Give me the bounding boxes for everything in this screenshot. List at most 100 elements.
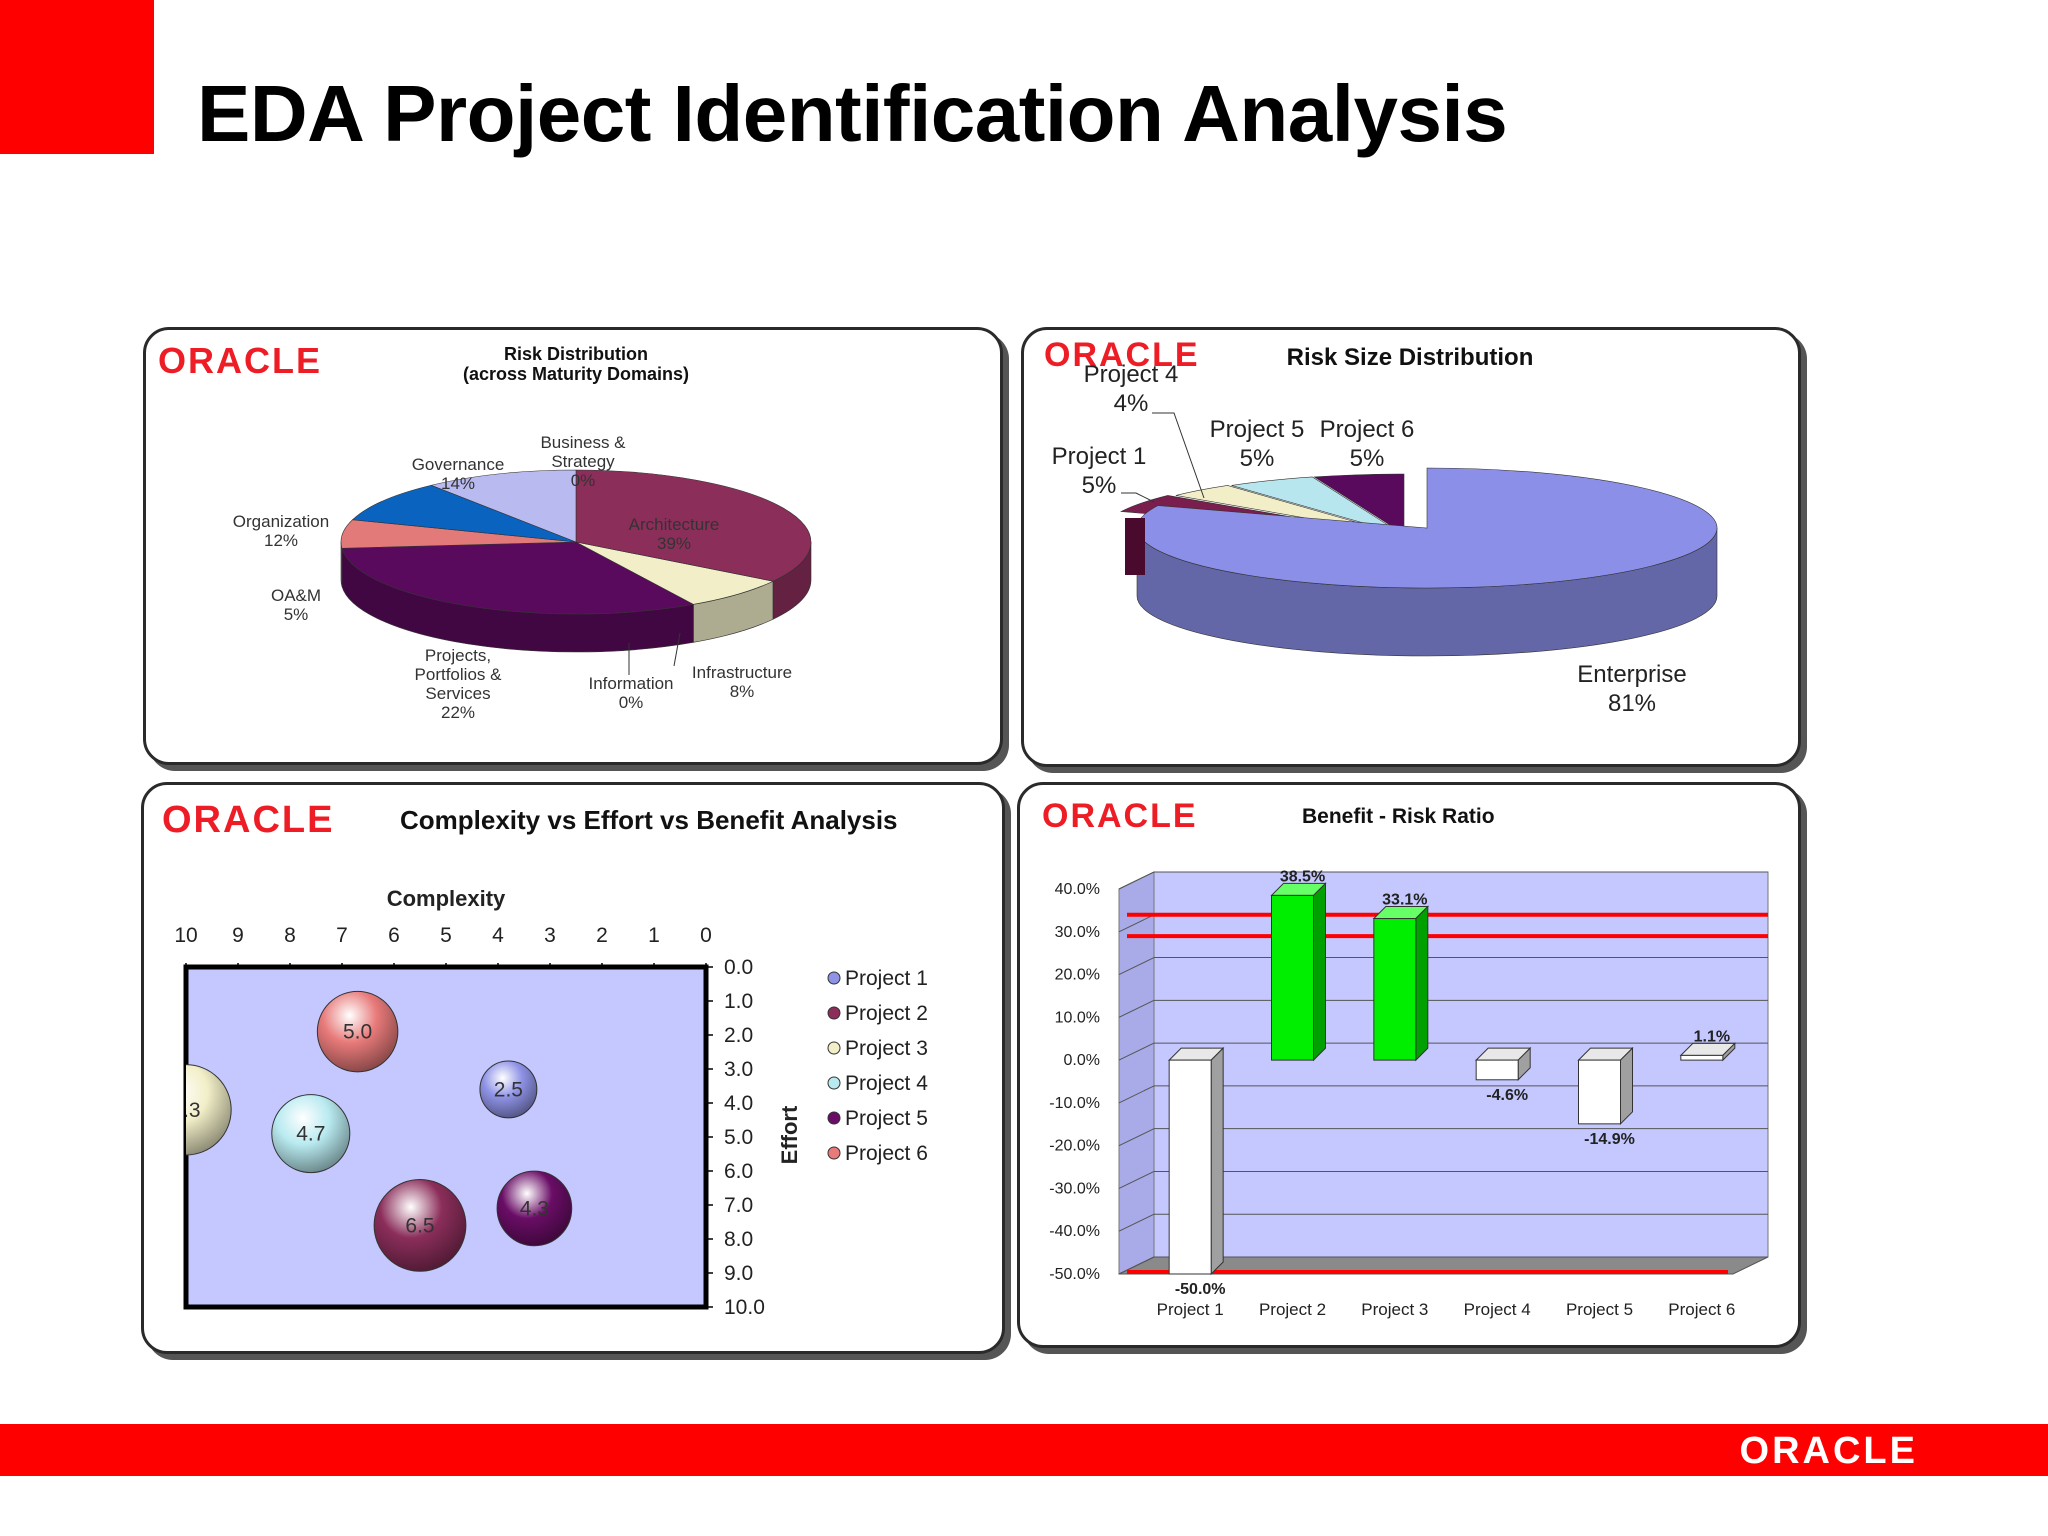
legend-label: Project 5 (845, 1107, 928, 1130)
legend-label: Project 2 (845, 1002, 928, 1025)
x-tick-label: 6 (388, 924, 400, 947)
panel-title-line2: (across Maturity Domains) (462, 364, 690, 384)
legend-marker (827, 1111, 841, 1125)
y-tick-label: 9.0 (724, 1262, 753, 1285)
chart-back-wall (1153, 871, 1769, 1258)
y-tick-label: 30.0% (1055, 924, 1100, 941)
legend-label: Project 4 (845, 1072, 928, 1095)
risk-size-pie-chart: Project 44%Project 15%Project 55%Project… (1052, 361, 1718, 717)
pie-label-governance: 14% (441, 474, 475, 493)
x-tick-label: 0 (700, 924, 712, 947)
y-tick-label: 0.0% (1064, 1052, 1100, 1069)
y-tick-label: 0.0 (724, 956, 753, 979)
gridline-side (1118, 1085, 1155, 1104)
x-tick-label: 10 (174, 924, 197, 947)
benefit-risk-bar-chart: 40.0% 30.0% 20.0% 10.0% 0.0% -10.0% -20.0% -30.… (1049, 868, 1769, 1319)
pie-slice-projects-portfolios-services (341, 541, 695, 615)
pie-label-projects-portfolios-services: 22% (441, 703, 475, 722)
pie-label-business-strategy: Business & (540, 433, 626, 452)
pie-slice-organization (351, 484, 577, 543)
pie-label-business-strategy: 0% (571, 471, 596, 490)
y-tick-label: -20.0% (1049, 1138, 1100, 1155)
bubble-project-3 (186, 1064, 232, 1156)
x-tick-label: Project 1 (1157, 1300, 1224, 1319)
gridline-side (1118, 1170, 1155, 1189)
legend-marker (827, 1076, 841, 1090)
pie-label-project-5: Project 5 (1210, 416, 1305, 443)
bar-project-2 (1271, 894, 1314, 1061)
x-tick-label: 5 (440, 924, 452, 947)
legend-marker (827, 971, 841, 985)
brand-red-square (0, 0, 154, 154)
oracle-logo: ORACLE (162, 799, 335, 841)
pie-label-information: 0% (619, 693, 644, 712)
oracle-logo: ORACLE (1042, 797, 1198, 835)
pie-label-business-strategy: Strategy (551, 452, 615, 471)
pie-slice-architecture (575, 469, 812, 582)
panel-title: Risk Size Distribution (1286, 344, 1534, 371)
bar-data-label: 38.5% (1280, 868, 1325, 885)
gridline-side (1118, 1128, 1155, 1147)
risk-distribution-panel: ORACLE Risk Distribution (across Maturit… (143, 327, 1003, 765)
y-tick-label: -10.0% (1049, 1095, 1100, 1112)
panel-title: Complexity vs Effort vs Benefit Analysis (400, 805, 898, 835)
pie-label-project-4: 4% (1114, 390, 1149, 417)
bar-side (1620, 1046, 1633, 1126)
pie-label-organization: 12% (264, 531, 298, 550)
y-tick-label: -40.0% (1049, 1223, 1100, 1240)
pie-depth-project-1 (1125, 518, 1145, 575)
bar-side (1313, 882, 1326, 1062)
bar-project-6 (1680, 1054, 1724, 1061)
y-axis-title: Effort (777, 1105, 802, 1164)
gridline-side (1118, 1042, 1155, 1061)
gridline-side (1118, 999, 1155, 1018)
y-tick-label: -50.0% (1049, 1266, 1100, 1283)
bar-side (1415, 905, 1429, 1062)
y-tick-label: 3.0 (724, 1058, 753, 1081)
pie-label-enterprise: Enterprise (1577, 661, 1686, 688)
bubble-label: 6.3 (171, 1099, 200, 1122)
pie-label-projects-portfolios-services: Services (425, 684, 490, 703)
y-tick-label: -30.0% (1049, 1180, 1100, 1197)
pie-label-project-6: 5% (1350, 445, 1385, 472)
x-tick-label: 7 (336, 924, 348, 947)
x-tick-label: 9 (232, 924, 244, 947)
legend-label: Project 6 (845, 1142, 928, 1165)
pie-slice-project-5 (1231, 476, 1403, 535)
x-tick-label: Project 2 (1259, 1300, 1326, 1319)
bar-project-4 (1475, 1059, 1519, 1081)
y-tick-label: 8.0 (724, 1228, 753, 1251)
bar-project-5 (1578, 1059, 1621, 1125)
pie-label-oam: 5% (284, 605, 309, 624)
x-tick-label: 1 (648, 924, 660, 947)
y-tick-label: 40.0% (1055, 881, 1100, 898)
y-tick-label: 1.0 (724, 990, 753, 1013)
legend-marker (827, 1006, 841, 1020)
legend-label: Project 1 (845, 967, 928, 990)
complexity-effort-benefit-panel: ORACLE Complexity vs Effort vs Benefit A… (141, 782, 1005, 1354)
gridline-side (1118, 1256, 1155, 1275)
bar-side (1210, 1046, 1224, 1276)
pie-label-governance: Governance (412, 455, 505, 474)
leader-line (1152, 412, 1205, 499)
gridline-side (1118, 1213, 1155, 1232)
chart-side-wall (1118, 871, 1155, 1275)
gridline-side (1118, 871, 1155, 890)
gridline-side (1118, 957, 1155, 976)
bar-data-label: 1.1% (1694, 1028, 1730, 1045)
pie-label-project-5: 5% (1240, 445, 1275, 472)
y-tick-label: 7.0 (724, 1194, 753, 1217)
x-tick-label: Project 6 (1668, 1300, 1735, 1319)
pie-label-projects-portfolios-services: Projects, (425, 646, 491, 665)
pie-label-architecture: 39% (657, 534, 691, 553)
pie-label-architecture: Architecture (629, 515, 720, 534)
bubble-label: 4.7 (296, 1123, 325, 1146)
footer-oracle-logo: ORACLE (1739, 1430, 1918, 1472)
bubble-label: 6.5 (405, 1214, 434, 1237)
y-tick-label: 5.0 (724, 1126, 753, 1149)
x-tick-label: Project 4 (1464, 1300, 1531, 1319)
panel-title-line1: Risk Distribution (503, 344, 649, 364)
pie-slice-enterprise (1136, 467, 1718, 589)
